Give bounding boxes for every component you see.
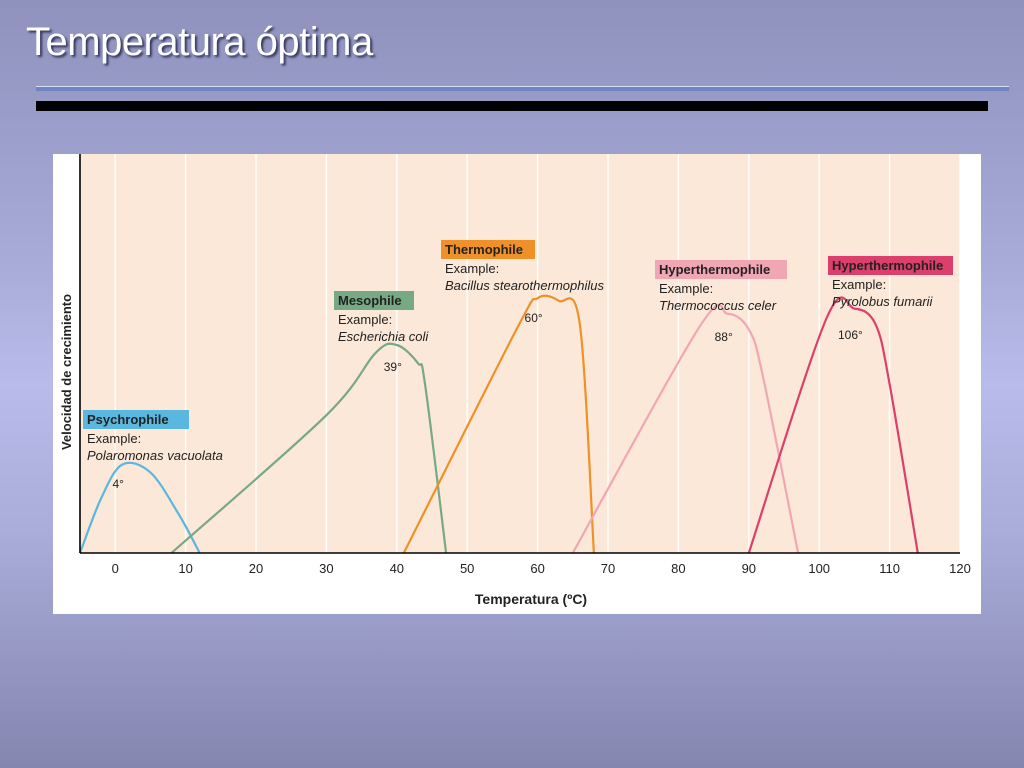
x-tick-label: 60 [530, 561, 544, 576]
example-label: Example: [832, 277, 886, 292]
curve-annotations: Psychrophile Example: Polaromonas vacuolat… [83, 240, 953, 491]
curve-annotation: Psychrophile Example: Polaromonas vacuolat… [83, 410, 223, 491]
growth-curve-5 [747, 296, 919, 554]
curve-annotation: Mesophile Example: Escherichia coli 39° [334, 291, 429, 374]
example-label: Example: [445, 261, 499, 276]
x-tick-label: 30 [319, 561, 333, 576]
growth-temperature-chart: 0 10 20 30 40 50 60 70 80 90 100 110 120 Psychrophil… [59, 154, 971, 607]
series-name-badge [334, 291, 414, 310]
optimum-temperature-label: 106° [838, 328, 863, 342]
growth-curve-2 [170, 342, 448, 554]
growth-curve-4 [571, 303, 800, 554]
series-name-badge [828, 256, 953, 275]
curve-annotation: Hyperthermophile Example: Thermococcus cel… [655, 260, 787, 344]
x-tick-label: 20 [249, 561, 263, 576]
x-tick-labels: 0 10 20 30 40 50 60 70 80 90 100 110 120 [112, 561, 971, 576]
series-name: Thermophile [445, 242, 523, 257]
example-organism: Pyrolobus fumarii [832, 294, 934, 309]
series-name-badge [655, 260, 787, 279]
series-name: Hyperthermophile [659, 262, 770, 277]
example-organism: Thermococcus celer [659, 298, 777, 313]
series-name: Mesophile [338, 293, 402, 308]
example-label: Example: [87, 431, 141, 446]
x-tick-label: 10 [178, 561, 192, 576]
curve-annotation: Hyperthermophile Example: Pyrolobus fumari… [828, 256, 953, 342]
x-tick-label: 0 [112, 561, 119, 576]
growth-curve-3 [402, 294, 595, 554]
title-bar [36, 101, 988, 111]
growth-curve-1 [78, 461, 201, 554]
curve-annotation: Thermophile Example: Bacillus stearothermo… [441, 240, 604, 325]
example-label: Example: [338, 312, 392, 327]
x-tick-label: 90 [742, 561, 756, 576]
example-organism: Bacillus stearothermophilus [445, 278, 604, 293]
optimum-temperature-label: 88° [715, 330, 733, 344]
x-tick-label: 80 [671, 561, 685, 576]
example-organism: Escherichia coli [338, 329, 429, 344]
plot-grid [114, 154, 961, 553]
x-tick-label: 100 [808, 561, 830, 576]
series-name-badge [83, 410, 189, 429]
optimum-temperature-label: 4° [112, 477, 124, 491]
series-name: Hyperthermophile [832, 258, 943, 273]
x-tick-label: 40 [390, 561, 404, 576]
slide-title: Temperatura óptima [26, 20, 373, 64]
optimum-temperature-label: 60° [525, 311, 543, 325]
series-name: Psychrophile [87, 412, 169, 427]
series-name-badge [441, 240, 535, 259]
example-label: Example: [659, 281, 713, 296]
growth-curves [78, 294, 919, 554]
x-tick-label: 120 [949, 561, 971, 576]
chart-axes [79, 154, 960, 554]
y-axis-label: Velocidad de crecimiento [59, 294, 74, 450]
growth-temperature-figure: 0 10 20 30 40 50 60 70 80 90 100 110 120 Psychrophil… [53, 154, 981, 614]
title-underline [36, 86, 1009, 91]
plot-background [80, 154, 960, 553]
x-tick-label: 50 [460, 561, 474, 576]
x-tick-label: 110 [879, 561, 900, 576]
example-organism: Polaromonas vacuolata [87, 448, 223, 463]
x-axis-label: Temperatura (ºC) [475, 591, 587, 607]
optimum-temperature-label: 39° [384, 360, 402, 374]
x-tick-label: 70 [601, 561, 615, 576]
